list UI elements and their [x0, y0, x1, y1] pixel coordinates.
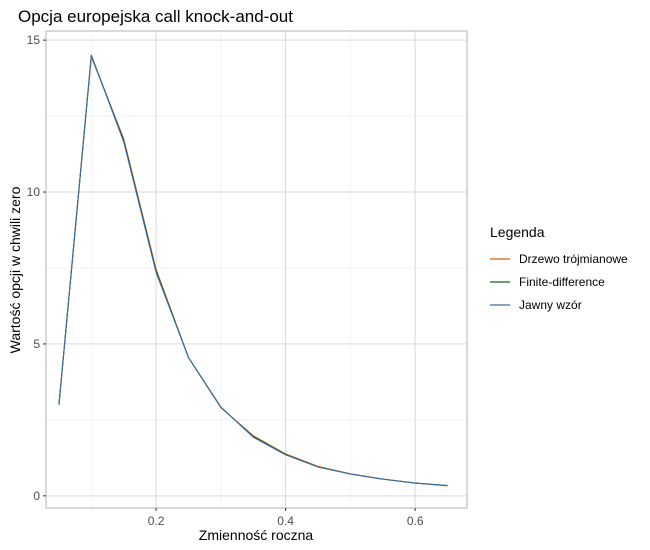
- plot-panel-border: [45, 30, 468, 509]
- series-line-3: [58, 54, 448, 487]
- x-tick-label: 0.2: [148, 514, 165, 528]
- y-axis-label: Wartość opcji w chwili zero: [7, 186, 23, 353]
- x-tick-label: 0.4: [277, 514, 294, 528]
- chart-title: Opcja europejska call knock-and-out: [18, 7, 293, 26]
- y-tick-label: 10: [27, 185, 41, 199]
- minor-grid: [46, 31, 467, 508]
- series-line-2: [58, 54, 448, 487]
- series-layer: [58, 54, 448, 487]
- series-line-1: [58, 56, 448, 487]
- x-tick-label: 0.6: [407, 514, 424, 528]
- y-axis-ticks: 0 5 10 15: [27, 33, 46, 503]
- legend-items: Drzewo trójmianowe Finite-difference Jawny…: [490, 252, 628, 312]
- legend-label-2: Finite-difference: [519, 275, 605, 289]
- legend-title: Legenda: [490, 224, 545, 240]
- x-axis-ticks: 0.2 0.4 0.6: [148, 508, 424, 528]
- y-tick-label: 0: [33, 489, 40, 503]
- legend-label-3: Jawny wzór: [519, 298, 582, 312]
- x-axis-label: Zmienność roczna: [199, 527, 314, 543]
- legend-label-1: Drzewo trójmianowe: [519, 252, 628, 266]
- y-tick-label: 15: [27, 33, 41, 47]
- legend: Legenda Drzewo trójmianowe Finite-differe…: [490, 224, 628, 312]
- y-tick-label: 5: [33, 337, 40, 351]
